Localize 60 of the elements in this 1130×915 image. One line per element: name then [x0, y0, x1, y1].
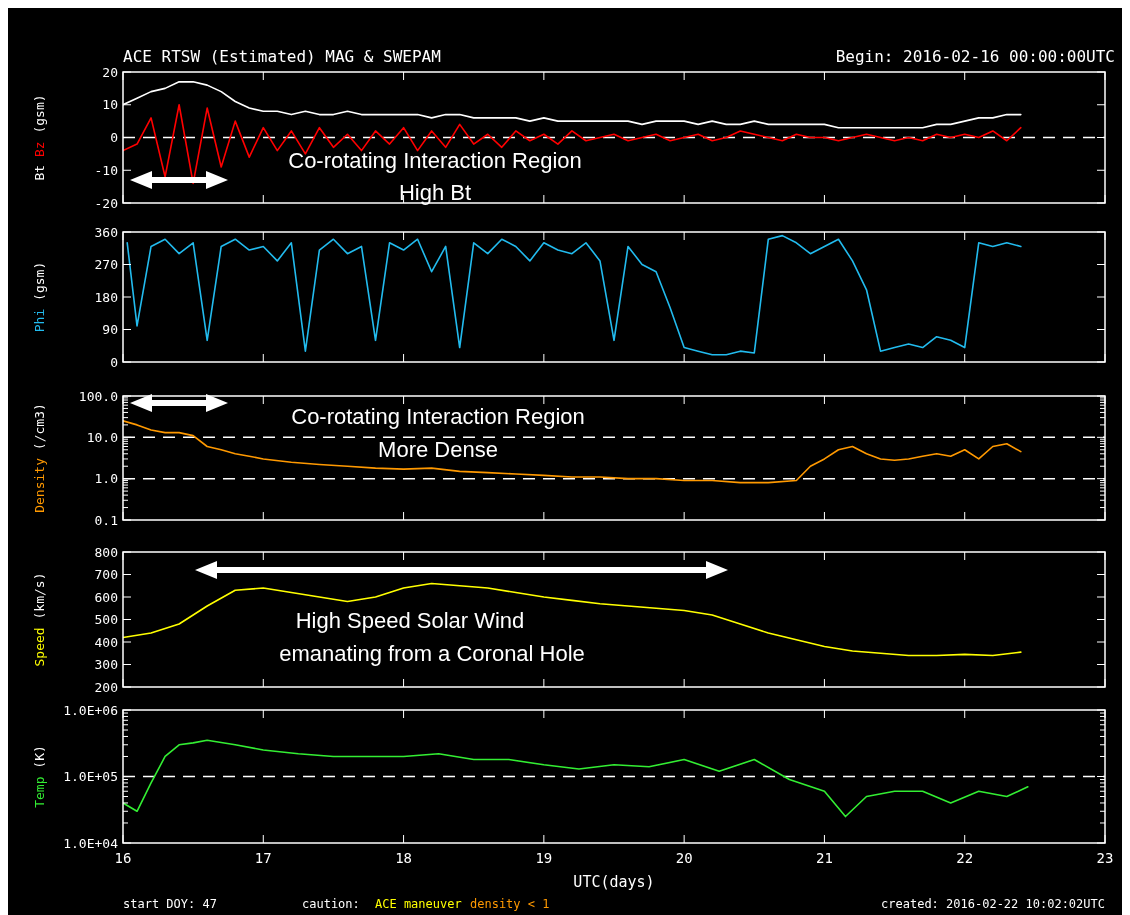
annotation: emanating from a Coronal Hole	[279, 641, 585, 666]
y-tick-label: 300	[94, 657, 118, 673]
y-tick-label: 0	[110, 130, 118, 146]
text: density < 1	[470, 897, 550, 911]
text: Temp	[32, 768, 47, 808]
x-tick-label: 19	[535, 850, 553, 866]
x-tick-label: 18	[395, 850, 412, 866]
annotation: High Bt	[398, 180, 472, 205]
text: created: 2016-02-22 10:02:02UTC	[881, 897, 1105, 911]
x-tick-label: 21	[816, 850, 833, 866]
text: Bz	[32, 133, 47, 158]
y-tick-label: 0	[110, 354, 118, 370]
x-tick-label: 22	[956, 850, 974, 866]
y-tick-label: 10	[102, 97, 118, 113]
y-tick-label: 500	[94, 612, 118, 628]
annotation: Co-rotating Interaction Region	[291, 404, 585, 429]
text: start DOY: 47	[123, 897, 217, 911]
x-tick-label: 23	[1096, 850, 1114, 866]
y-tick-label: 1.0E+05	[63, 769, 118, 785]
chart-subtitle: Begin: 2016-02-16 00:00:00UTC	[835, 47, 1115, 66]
annotation: More Dense	[378, 437, 498, 462]
y-tick-label: 800	[94, 544, 118, 560]
text: caution:	[302, 897, 360, 911]
y-tick-label: 1.0	[94, 471, 118, 487]
x-tick-label: 16	[114, 850, 132, 866]
y-tick-label: 600	[94, 589, 118, 605]
y-tick-label: 1.0E+06	[63, 702, 118, 718]
y-axis-title: (gsm)	[32, 261, 47, 301]
y-tick-label: 180	[94, 289, 118, 305]
annotation: High Speed Solar Wind	[295, 608, 525, 633]
chart-title: ACE RTSW (Estimated) MAG & SWEPAM	[123, 47, 441, 66]
y-axis-title: (/cm3)	[32, 403, 47, 451]
y-tick-label: 0.1	[94, 512, 118, 528]
y-tick-label: 400	[94, 634, 118, 650]
y-tick-label: 100.0	[78, 388, 118, 404]
y-tick-label: 270	[94, 257, 118, 273]
line-series	[126, 234, 1022, 356]
y-tick-label: -10	[94, 162, 118, 178]
x-axis-title: UTC(days)	[573, 873, 655, 891]
x-tick-label: 17	[254, 850, 272, 866]
line-series	[123, 103, 1022, 185]
y-tick-label: 10.0	[86, 429, 118, 445]
text: Bt	[32, 157, 47, 181]
y-tick-label: 360	[94, 224, 118, 240]
text: Speed	[32, 619, 47, 667]
y-tick-label: -20	[94, 195, 118, 211]
y-axis-title: (km/s)	[32, 572, 47, 620]
text: ACE maneuver	[375, 897, 462, 911]
text: Phi	[32, 300, 47, 333]
y-axis-title: (K)	[32, 745, 47, 769]
y-axis-title: (gsm)	[32, 94, 47, 134]
y-tick-label: 700	[94, 567, 118, 583]
y-tick-label: 1.0E+04	[63, 835, 119, 851]
x-tick-label: 20	[675, 850, 693, 866]
annotation: Co-rotating Interaction Region	[288, 148, 582, 173]
y-tick-label: 20	[102, 64, 118, 80]
y-tick-label: 200	[94, 679, 118, 695]
y-tick-label: 90	[102, 322, 118, 338]
text: Density	[32, 450, 47, 513]
line-series	[123, 739, 1029, 818]
